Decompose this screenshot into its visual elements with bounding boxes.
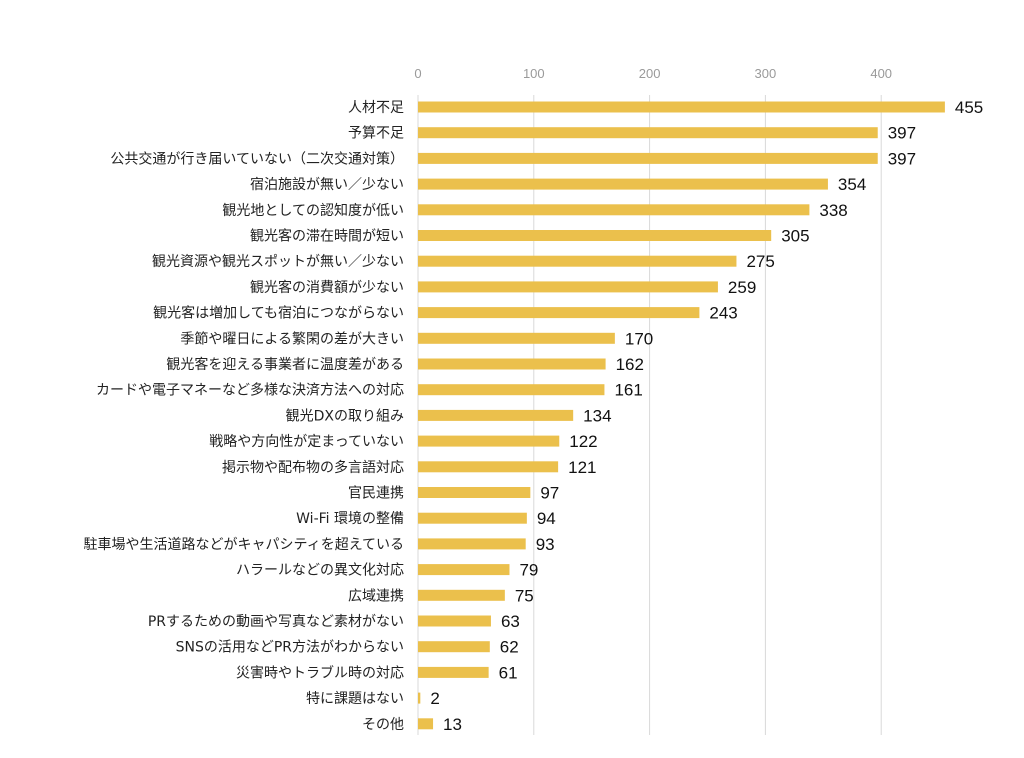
value-label-20: 75 [515,586,534,605]
category-label-14: 戦略や方向性が定まっていない [209,434,404,450]
category-label-12: カードや電子マネーなど多様な決済方法への対応 [96,382,404,399]
x-axis-ticks: 0 100 200 300 400 [414,66,892,81]
category-label-1: 人材不足 [348,100,404,116]
category-label-16: 官民連携 [348,486,404,502]
category-label-20: 広域連携 [348,588,404,604]
bar-9 [418,307,700,319]
category-label-18: 駐車場や生活道路などがキャパシティを超えている [84,536,404,553]
x-tick-label-400: 400 [870,66,892,81]
bar-4 [418,178,828,190]
x-tick-label-0: 0 [414,66,421,81]
bar-3 [418,152,878,164]
value-label-3: 397 [888,149,916,168]
category-label-24: 特に課題はない [306,691,404,707]
value-label-14: 122 [569,432,597,451]
grid-lines [417,95,882,735]
bar-6 [418,230,772,241]
value-label-1: 455 [955,98,983,117]
category-label-5: 観光地としての認知度が低い [222,202,404,219]
category-label-25: その他 [362,717,404,733]
bar-5 [418,204,810,216]
value-label-7: 275 [746,252,774,271]
value-labels: 4553973973543383052752592431701621611341… [430,98,983,734]
bar-18 [418,538,526,550]
category-label-9: 観光客は増加しても宿泊につながらない [153,305,404,322]
value-label-16: 97 [540,484,559,503]
bar-12 [418,384,605,396]
value-label-10: 170 [625,329,653,348]
bar-17 [418,512,527,524]
category-label-13: 観光DXの取り組み [286,407,404,424]
category-label-23: 災害時やトラブル時の対応 [236,664,404,681]
bar-7 [418,255,737,267]
category-label-21: PRするための動画や写真など素材がない [148,614,404,630]
bars [418,101,945,730]
value-label-21: 63 [501,612,520,631]
bar-1 [418,101,945,113]
value-label-12: 161 [614,381,642,400]
value-label-19: 79 [519,561,538,580]
bar-20 [418,589,505,601]
category-label-3: 公共交通が行き届いていない（二次交通対策） [110,150,404,167]
bar-21 [418,615,491,627]
value-label-8: 259 [728,278,756,297]
x-tick-label-300: 300 [755,66,777,81]
value-label-22: 62 [500,638,519,657]
bar-10 [418,332,615,344]
value-label-15: 121 [568,458,596,477]
value-label-11: 162 [616,355,644,374]
value-label-4: 354 [838,175,866,194]
category-label-19: ハラールなどの異文化対応 [236,563,404,579]
value-label-13: 134 [583,406,611,425]
bar-16 [418,487,531,498]
bar-25 [418,718,434,730]
bar-23 [418,666,489,678]
value-label-25: 13 [443,715,462,734]
bar-2 [418,127,878,139]
category-label-2: 予算不足 [348,126,404,142]
value-label-6: 305 [781,227,809,246]
value-label-5: 338 [819,201,847,220]
bar-8 [418,281,718,293]
value-label-23: 61 [499,663,518,682]
bar-14 [418,435,560,447]
bar-15 [418,461,559,473]
category-label-7: 観光資源や観光スポットが無い／少ない [152,253,404,270]
value-label-17: 94 [537,509,556,528]
value-label-2: 397 [888,124,916,143]
bar-11 [418,358,606,370]
category-label-11: 観光客を迎える事業者に温度差がある [166,356,404,373]
bar-22 [418,641,490,653]
category-label-22: SNSの活用などPR方法がわからない [176,640,404,656]
category-label-10: 季節や曜日による繁閑の差が大きい [180,330,404,347]
value-label-24: 2 [430,689,439,708]
value-label-9: 243 [709,304,737,323]
category-label-6: 観光客の滞在時間が短い [250,228,404,245]
bar-13 [418,409,574,421]
value-label-18: 93 [536,535,555,554]
bar-24 [418,692,421,704]
bar-19 [418,564,510,576]
x-tick-label-100: 100 [523,66,545,81]
category-label-15: 掲示物や配布物の多言語対応 [222,459,404,476]
x-tick-label-200: 200 [639,66,661,81]
category-label-4: 宿泊施設が無い／少ない [250,176,404,193]
category-label-8: 観光客の消費額が少ない [250,279,404,296]
category-label-17: Wi-Fi 環境の整備 [296,511,404,527]
